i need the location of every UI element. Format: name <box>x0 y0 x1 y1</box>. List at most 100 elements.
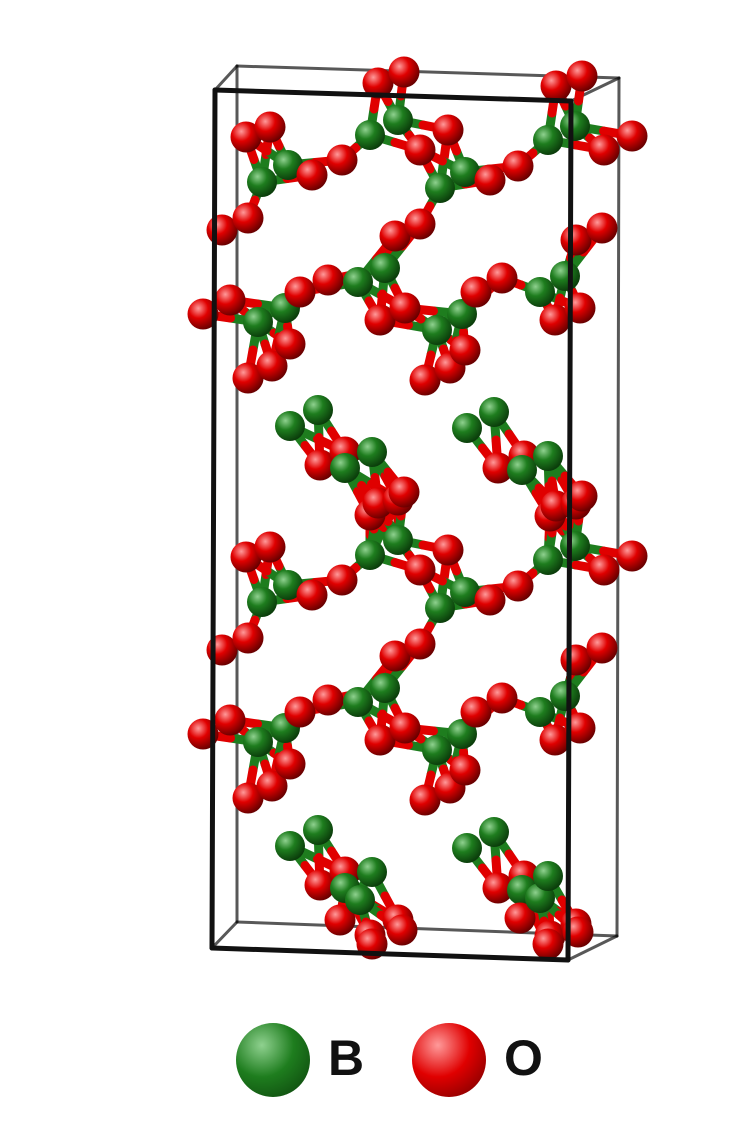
boron-atom <box>343 267 373 297</box>
boron-atom <box>533 545 563 575</box>
boron-atom <box>303 395 333 425</box>
boron-atom <box>525 277 555 307</box>
boron-atom <box>422 735 452 765</box>
cell-edge-back <box>615 76 621 938</box>
oxygen-atom <box>232 202 264 234</box>
boron-atom <box>273 570 303 600</box>
oxygen-atom <box>486 682 518 714</box>
oxygen-atom <box>284 276 316 308</box>
oxygen-atom <box>404 628 436 660</box>
oxygen-ball-icon <box>412 1023 486 1097</box>
oxygen-atom <box>388 476 420 508</box>
boron-atom <box>450 577 480 607</box>
oxygen-atom <box>404 554 436 586</box>
oxygen-atom <box>566 480 598 512</box>
oxygen-atom <box>274 328 306 360</box>
oxygen-atom <box>256 350 288 382</box>
cell-edge-front <box>209 945 571 963</box>
oxygen-atom <box>296 579 328 611</box>
oxygen-atom <box>449 754 481 786</box>
boron-atom <box>355 540 385 570</box>
oxygen-atom <box>502 150 534 182</box>
oxygen-atom <box>324 904 356 936</box>
boron-atom <box>507 455 537 485</box>
oxygen-atom <box>254 531 286 563</box>
oxygen-atom <box>254 111 286 143</box>
oxygen-atom <box>616 120 648 152</box>
oxygen-atom <box>449 334 481 366</box>
oxygen-atom <box>388 56 420 88</box>
oxygen-atom <box>460 276 492 308</box>
boron-atom <box>425 173 455 203</box>
boron-atom <box>479 817 509 847</box>
oxygen-atom <box>386 914 418 946</box>
oxygen-atom <box>409 784 441 816</box>
boron-atom <box>357 857 387 887</box>
boron-atom <box>550 681 580 711</box>
atoms <box>187 56 648 960</box>
boron-atom <box>533 125 563 155</box>
legend-item-boron: B <box>232 1020 372 1100</box>
oxygen-atom <box>539 724 571 756</box>
oxygen-atom <box>230 541 262 573</box>
boron-atom <box>303 815 333 845</box>
boron-atom <box>370 673 400 703</box>
oxygen-atom <box>504 902 536 934</box>
boron-atom <box>383 525 413 555</box>
oxygen-atom <box>232 362 264 394</box>
oxygen-atom <box>432 534 464 566</box>
oxygen-atom <box>432 114 464 146</box>
oxygen-atom <box>304 869 336 901</box>
oxygen-atom <box>230 121 262 153</box>
boron-atom <box>370 253 400 283</box>
boron-atom <box>452 833 482 863</box>
legend-item-oxygen: O <box>408 1020 558 1100</box>
oxygen-atom <box>326 144 358 176</box>
oxygen-atom <box>409 364 441 396</box>
oxygen-atom <box>474 584 506 616</box>
boron-atom <box>247 167 277 197</box>
oxygen-atom <box>232 622 264 654</box>
boron-ball-icon <box>236 1023 310 1097</box>
oxygen-atom <box>214 284 246 316</box>
boron-atom <box>525 697 555 727</box>
oxygen-atom <box>312 684 344 716</box>
boron-atom <box>479 397 509 427</box>
oxygen-atom <box>364 724 396 756</box>
oxygen-atom <box>187 298 219 330</box>
oxygen-atom <box>296 159 328 191</box>
boron-atom <box>355 120 385 150</box>
crystal-structure <box>187 56 648 963</box>
oxygen-atom <box>586 212 618 244</box>
boron-atom <box>330 453 360 483</box>
boron-atom <box>533 861 563 891</box>
oxygen-atom <box>274 748 306 780</box>
oxygen-atom <box>379 640 411 672</box>
boron-atom <box>452 413 482 443</box>
boron-atom <box>447 719 477 749</box>
oxygen-atom <box>362 67 394 99</box>
oxygen-atom <box>304 449 336 481</box>
oxygen-atom <box>256 770 288 802</box>
boron-atom <box>247 587 277 617</box>
oxygen-atom <box>486 262 518 294</box>
boron-atom <box>357 437 387 467</box>
oxygen-atom <box>586 632 618 664</box>
oxygen-atom <box>588 554 620 586</box>
oxygen-atom <box>588 134 620 166</box>
oxygen-atom <box>232 782 264 814</box>
oxygen-atom <box>214 704 246 736</box>
oxygen-atom <box>616 540 648 572</box>
cell-edge-front <box>565 98 574 963</box>
oxygen-atom <box>364 304 396 336</box>
oxygen-atom <box>566 60 598 92</box>
oxygen-atom <box>404 134 436 166</box>
cell-edge-front <box>209 87 218 951</box>
legend-label-boron: B <box>328 1030 365 1086</box>
cell-edge-back <box>566 934 619 962</box>
oxygen-atom <box>404 208 436 240</box>
boron-atom <box>243 307 273 337</box>
cell-edge-back <box>213 64 239 92</box>
oxygen-atom <box>474 164 506 196</box>
cell-edge-front <box>212 87 574 104</box>
